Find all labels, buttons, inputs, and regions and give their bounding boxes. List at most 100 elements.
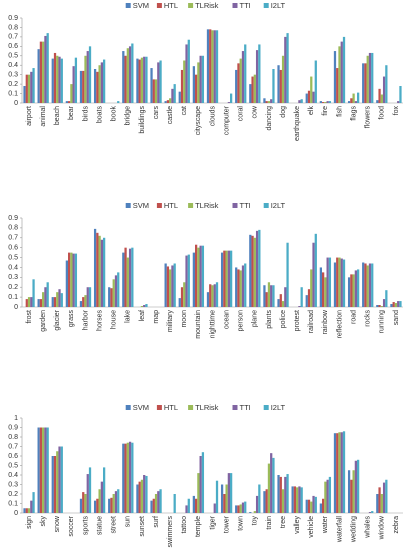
bar	[128, 248, 132, 307]
x-tick-label: tiger	[209, 515, 216, 529]
bar	[185, 255, 188, 307]
bar	[58, 56, 61, 103]
bar	[244, 263, 247, 307]
bar	[124, 55, 127, 103]
bar	[220, 484, 224, 513]
bar	[199, 245, 202, 307]
bar	[270, 285, 273, 307]
x-tick-label: clouds	[209, 106, 216, 127]
bar	[356, 269, 360, 307]
x-tick-label: animal	[40, 106, 47, 127]
bar	[229, 93, 233, 103]
bar	[199, 456, 202, 513]
y-tick-label: 0.9	[8, 15, 18, 22]
bar	[30, 297, 33, 307]
x-tick-label: soccer	[68, 515, 75, 536]
x-tick-label: castle	[167, 106, 174, 124]
bar	[131, 247, 134, 307]
y-tick-label: 0.3	[8, 481, 18, 488]
bar	[342, 259, 346, 307]
bar	[82, 297, 85, 307]
bar	[211, 285, 214, 307]
bar	[138, 481, 141, 513]
bar	[56, 292, 59, 307]
bar	[117, 101, 120, 103]
bar	[284, 476, 287, 513]
legend-swatch	[125, 203, 131, 208]
bar	[124, 247, 127, 307]
bar	[183, 282, 186, 307]
y-tick-label: 0.4	[8, 264, 18, 271]
x-tick-label: sky	[40, 516, 47, 527]
bar	[100, 62, 103, 103]
legend-label: HTL	[164, 403, 178, 412]
x-tick-label: food	[379, 106, 386, 120]
legend-swatch	[125, 3, 131, 8]
bar	[140, 57, 144, 103]
bar	[209, 284, 212, 307]
bar	[140, 306, 144, 307]
bar	[265, 489, 268, 513]
bar	[284, 287, 287, 307]
bar	[312, 242, 315, 307]
legend-label: SVM	[133, 1, 149, 10]
x-tick-label: dancing	[266, 106, 273, 131]
x-tick-label: wedding	[350, 516, 357, 543]
bar	[215, 30, 219, 103]
y-tick-label: 0.2	[8, 284, 18, 291]
bar	[376, 494, 379, 513]
bar	[225, 484, 228, 513]
bar	[37, 49, 40, 103]
bar	[307, 289, 311, 307]
bar	[281, 489, 285, 513]
x-tick-label: mountain	[195, 310, 202, 339]
x-tick-label: buildings	[139, 106, 146, 134]
bar	[86, 287, 89, 307]
bar	[328, 476, 332, 513]
x-tick-label: garden	[40, 310, 47, 332]
bar	[110, 497, 113, 513]
bar	[376, 305, 379, 307]
bar	[173, 494, 176, 513]
bar	[70, 252, 73, 307]
bar	[145, 56, 148, 103]
bar	[152, 498, 155, 513]
bar	[286, 242, 289, 307]
bar	[187, 254, 190, 307]
bar	[79, 301, 83, 307]
bar	[138, 59, 141, 103]
bar	[60, 293, 63, 307]
bar	[255, 50, 259, 103]
x-tick-label: ocean	[223, 310, 230, 329]
bar	[298, 486, 301, 513]
bar	[32, 279, 35, 307]
bar	[244, 501, 247, 513]
bar	[180, 69, 184, 103]
bar	[368, 512, 372, 513]
bar	[150, 68, 153, 103]
bar	[122, 252, 125, 307]
bar	[319, 503, 323, 513]
x-tick-label: train	[266, 516, 273, 530]
bar	[235, 505, 238, 513]
bar	[82, 492, 85, 513]
bar	[53, 52, 57, 103]
bar	[272, 457, 275, 513]
y-tick-label: 0.8	[8, 24, 18, 31]
legend-label: I2LT	[271, 1, 286, 10]
bar	[164, 263, 167, 307]
bar	[30, 71, 33, 103]
x-tick-label: sun	[125, 516, 132, 527]
x-tick-label: sports	[82, 516, 89, 536]
bar	[39, 41, 43, 103]
y-tick-label: 0.1	[8, 500, 18, 507]
bar	[154, 79, 158, 103]
x-tick-label: sand	[393, 310, 400, 325]
x-tick-label: reflection	[336, 310, 343, 339]
x-tick-label: fox	[393, 106, 400, 116]
bar	[229, 473, 233, 513]
x-tick-label: bridge	[125, 106, 132, 126]
bar	[220, 252, 224, 307]
x-tick-label: whales	[365, 516, 372, 539]
bar	[342, 36, 346, 104]
